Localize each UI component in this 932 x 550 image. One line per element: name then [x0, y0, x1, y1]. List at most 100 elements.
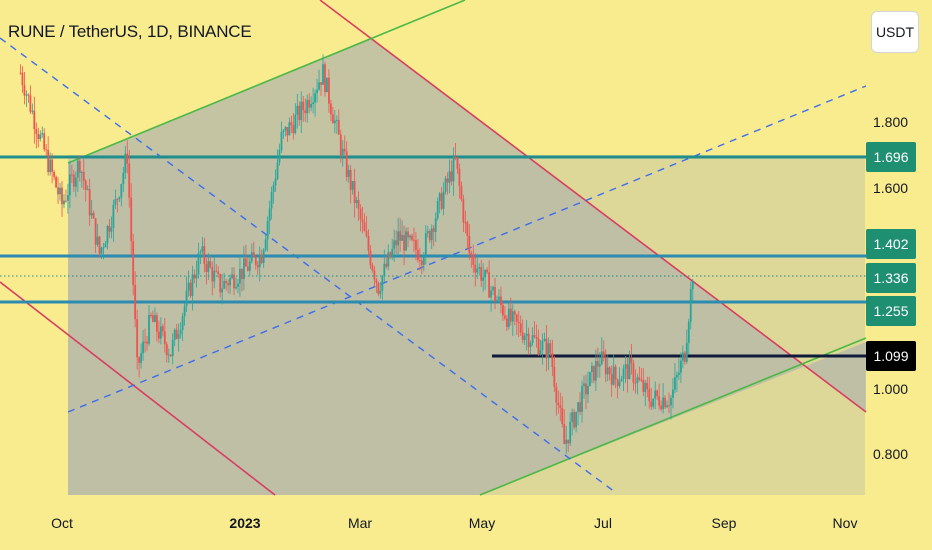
candle-body	[537, 338, 540, 355]
candle-body	[640, 379, 643, 381]
candlestick-series[interactable]	[19, 54, 694, 454]
candle-body	[217, 271, 220, 275]
candle-body	[454, 156, 457, 158]
price-label-1-255: 1.255	[866, 296, 916, 326]
candle-body	[201, 246, 204, 252]
currency-button[interactable]: USDT	[871, 11, 919, 53]
candle-body	[335, 119, 338, 121]
candle-body	[45, 149, 48, 151]
candle-body	[298, 105, 301, 121]
candle-body	[551, 353, 554, 367]
candle-body	[84, 180, 87, 190]
candle-body	[108, 225, 111, 232]
candle-body	[415, 240, 417, 251]
time-tick-may: May	[468, 515, 496, 531]
candle-body	[100, 247, 103, 254]
candle-body	[426, 230, 429, 234]
candle-body	[195, 274, 198, 279]
candle-body	[691, 281, 694, 290]
candle-body	[179, 330, 182, 335]
candle-body	[389, 252, 392, 258]
candle-body	[413, 239, 415, 241]
candle-body	[632, 363, 635, 383]
time-tick-jul: Jul	[594, 515, 612, 531]
dashed-trend-line-descending[interactable]	[0, 37, 616, 493]
price-label-1-402: 1.402	[866, 229, 916, 259]
candle-body	[122, 172, 125, 185]
candle-body	[563, 423, 566, 444]
candle-body	[397, 231, 400, 246]
candle-body	[274, 178, 277, 186]
candle-body	[213, 270, 216, 282]
candle-body	[646, 382, 649, 390]
candle-body	[256, 264, 259, 268]
candle-body	[286, 127, 289, 136]
candle-body	[300, 101, 303, 121]
candle-body	[308, 99, 311, 108]
candle-body	[409, 235, 411, 238]
candle-body	[476, 268, 479, 273]
candle-body	[290, 122, 293, 125]
candle-body	[620, 378, 623, 382]
candle-body	[231, 274, 233, 278]
candle-body	[333, 120, 336, 124]
candle-body	[418, 260, 421, 262]
candle-body	[628, 357, 631, 380]
candle-body	[399, 231, 402, 241]
candle-body	[589, 372, 591, 387]
candle-body	[203, 246, 206, 264]
candle-body	[258, 254, 261, 268]
candle-body	[157, 331, 160, 339]
candle-body	[278, 150, 281, 163]
candle-body	[583, 383, 585, 387]
candle-body	[428, 230, 431, 241]
candle-body	[565, 439, 568, 444]
candle-body	[511, 311, 514, 322]
candle-body	[531, 335, 534, 343]
candle-body	[124, 153, 127, 173]
candle-body	[159, 326, 162, 339]
candle-body	[519, 323, 522, 333]
green-channel-lower-line[interactable]	[479, 337, 867, 496]
candle-body	[302, 101, 305, 111]
candle-body	[270, 192, 273, 209]
candle-body	[112, 204, 115, 228]
candle-body	[140, 353, 142, 363]
candle-body	[383, 263, 386, 277]
candle-body	[244, 258, 247, 267]
candle-body	[517, 321, 520, 324]
candle-body	[636, 377, 639, 383]
red-channel-lower-line[interactable]	[0, 281, 276, 496]
channel-body[interactable]	[68, 38, 866, 495]
candle-body	[96, 236, 99, 245]
candle-body	[381, 276, 384, 291]
candle-body	[442, 191, 445, 209]
candle-body	[337, 119, 340, 135]
candle-body	[687, 321, 690, 343]
candle-body	[417, 250, 419, 261]
candle-body	[672, 389, 674, 398]
candle-body	[70, 174, 73, 176]
candle-body	[355, 200, 358, 203]
time-tick-nov: Nov	[832, 515, 858, 531]
price-label-1-696: 1.696	[866, 142, 916, 172]
candle-body	[585, 383, 587, 395]
candle-body	[438, 193, 441, 202]
candle-body	[440, 193, 443, 209]
dashed-trend-line-ascending[interactable]	[67, 85, 867, 413]
green-channel-upper-line[interactable]	[67, 0, 466, 164]
candle-body	[533, 335, 536, 337]
candle-body	[573, 412, 576, 428]
red-channel-upper-line[interactable]	[319, 0, 867, 413]
time-tick-sep: Sep	[711, 515, 737, 531]
candle-body	[94, 218, 97, 245]
candle-body	[500, 296, 502, 306]
candle-body	[175, 329, 178, 339]
candle-body	[343, 148, 346, 152]
candle-body	[539, 350, 542, 355]
candle-body	[209, 261, 212, 268]
candle-body	[29, 95, 32, 112]
candle-body	[432, 228, 435, 233]
candle-body	[118, 197, 121, 200]
